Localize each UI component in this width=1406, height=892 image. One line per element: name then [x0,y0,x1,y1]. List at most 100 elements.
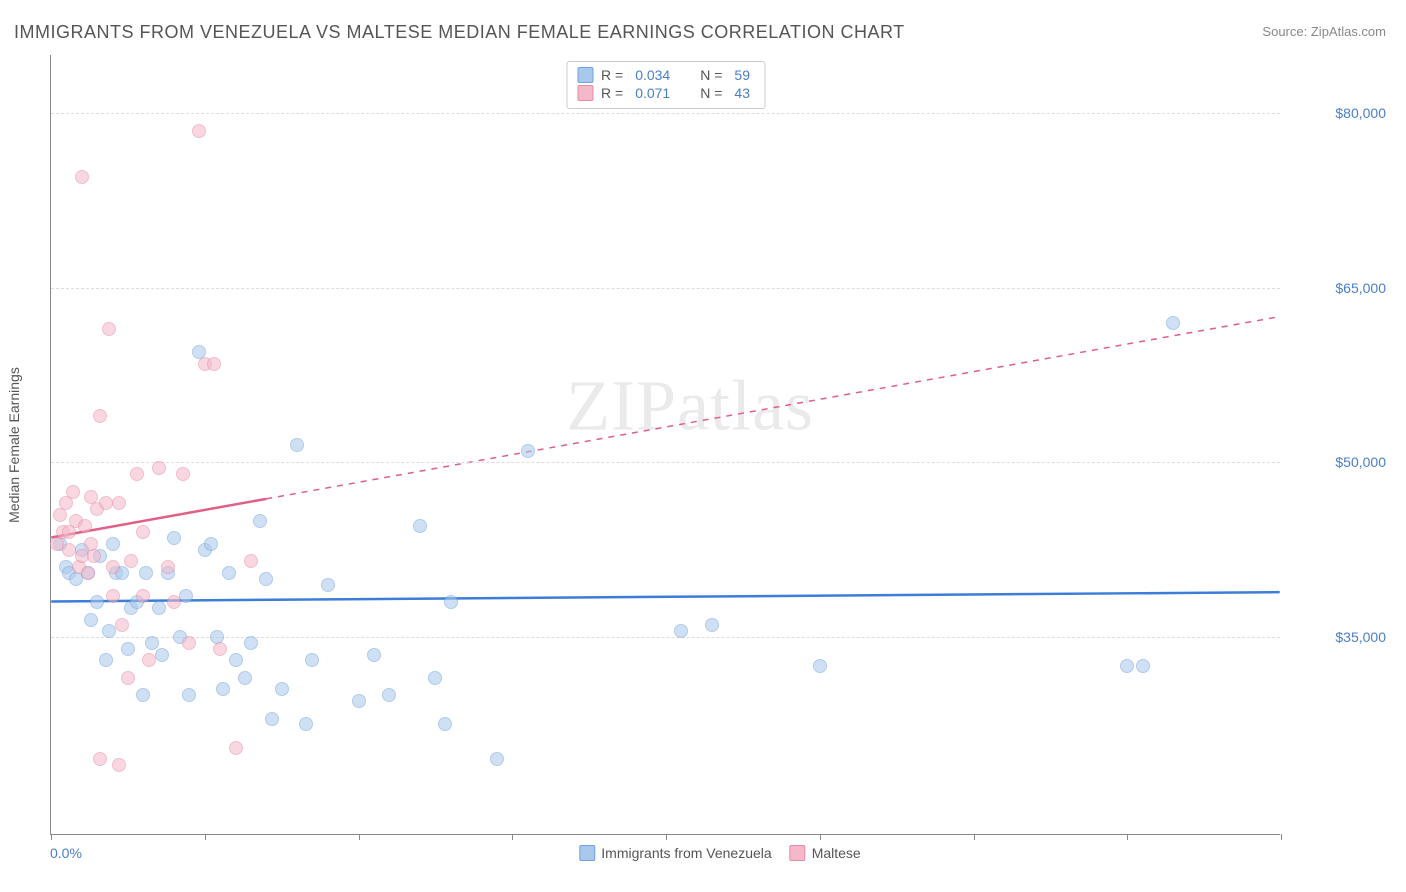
data-point [81,566,95,580]
legend-item: Immigrants from Venezuela [579,845,771,861]
data-point [813,659,827,673]
data-point [93,752,107,766]
data-point [78,519,92,533]
watermark-text: ZIPatlas [566,364,814,447]
bottom-legend: Immigrants from Venezuela Maltese [579,845,860,861]
stat-n-value: 43 [730,85,754,101]
data-point [229,741,243,755]
data-point [705,618,719,632]
gridline [51,113,1280,114]
chart-title: IMMIGRANTS FROM VENEZUELA VS MALTESE MED… [14,22,905,43]
data-point [674,624,688,638]
data-point [1136,659,1150,673]
data-point [84,613,98,627]
data-point [428,671,442,685]
data-point [1120,659,1134,673]
data-point [136,525,150,539]
data-point [192,124,206,138]
legend-label: Immigrants from Venezuela [601,845,771,861]
y-axis-label: Median Female Earnings [6,367,22,523]
data-point [253,514,267,528]
data-point [124,554,138,568]
data-point [136,688,150,702]
data-point [367,648,381,662]
data-point [182,688,196,702]
gridline [51,288,1280,289]
stat-n-label: N = [700,67,722,83]
gridline [51,637,1280,638]
stat-n-value: 59 [730,67,754,83]
data-point [1166,316,1180,330]
data-point [102,322,116,336]
trend-line-solid [51,592,1279,601]
data-point [75,170,89,184]
data-point [106,560,120,574]
y-tick-label: $35,000 [1286,629,1386,645]
data-point [382,688,396,702]
stats-legend-box: R = 0.034 N = 59R = 0.071 N = 43 [566,61,765,109]
data-point [161,560,175,574]
data-point [152,461,166,475]
data-point [352,694,366,708]
data-point [130,467,144,481]
data-point [176,467,190,481]
x-tick-mark [205,834,206,840]
data-point [90,595,104,609]
x-tick-mark [512,834,513,840]
trend-lines-svg [51,55,1280,834]
x-axis-min-label: 0.0% [50,845,82,861]
plot-area: ZIPatlas R =0.034N =59R =0.071N =43 $35,… [50,55,1280,835]
data-point [115,618,129,632]
y-tick-label: $50,000 [1286,454,1386,470]
data-point [93,409,107,423]
data-point [99,653,113,667]
chart-container: Median Female Earnings ZIPatlas R =0.034… [50,55,1390,835]
data-point [265,712,279,726]
data-point [207,357,221,371]
stats-row: R =0.034N =59 [577,66,754,84]
data-point [152,601,166,615]
data-point [87,549,101,563]
source-link[interactable]: ZipAtlas.com [1311,24,1386,39]
data-point [244,636,258,650]
data-point [121,671,135,685]
data-point [238,671,252,685]
data-point [275,682,289,696]
data-point [155,648,169,662]
data-point [438,717,452,731]
data-point [259,572,273,586]
data-point [222,566,236,580]
data-point [490,752,504,766]
data-point [106,537,120,551]
legend-swatch [790,845,806,861]
data-point [121,642,135,656]
legend-swatch [577,67,593,83]
legend-item: Maltese [790,845,861,861]
data-point [139,566,153,580]
data-point [136,589,150,603]
gridline [51,462,1280,463]
stat-r-value: 0.071 [631,85,674,101]
stat-n-label: N = [700,85,722,101]
stat-r-value: 0.034 [631,67,674,83]
data-point [167,595,181,609]
data-point [167,531,181,545]
data-point [106,589,120,603]
x-tick-mark [1281,834,1282,840]
y-tick-label: $80,000 [1286,105,1386,121]
data-point [216,682,230,696]
data-point [321,578,335,592]
legend-swatch [577,85,593,101]
data-point [229,653,243,667]
stats-row: R = 0.071 N = 43 [577,84,754,102]
x-tick-mark [51,834,52,840]
legend-swatch [579,845,595,861]
x-tick-mark [1127,834,1128,840]
x-tick-mark [974,834,975,840]
data-point [305,653,319,667]
data-point [521,444,535,458]
source-label: Source: [1262,24,1307,39]
stat-r-label: R = [601,85,623,101]
data-point [213,642,227,656]
data-point [182,636,196,650]
